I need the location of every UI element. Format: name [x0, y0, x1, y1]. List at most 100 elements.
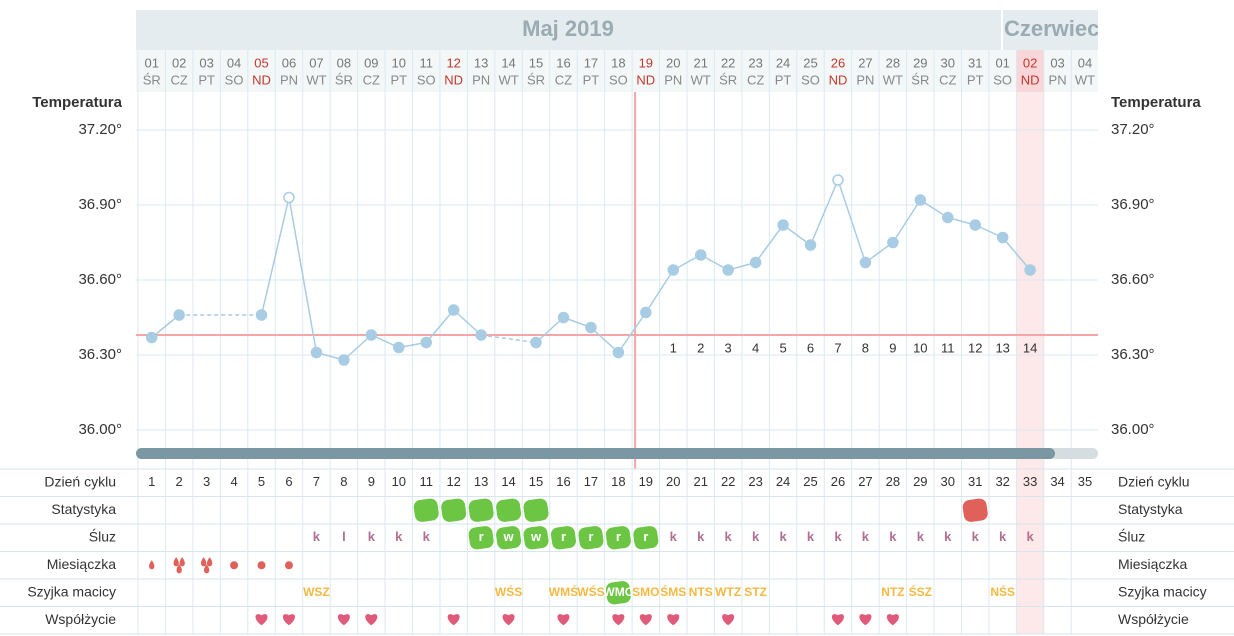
- weekday-label: PT: [775, 72, 792, 87]
- badge: [633, 526, 659, 550]
- scroll-area: Maj 2019 Czerwiec 01 ŚR 02 CZ 03 PT 04 SO 05 ND 06 PN…: [136, 16, 1099, 634]
- weekday-label: ND: [1021, 72, 1040, 87]
- date-band: [136, 50, 1098, 92]
- mucus-label: r: [616, 529, 621, 544]
- date-label: 12: [446, 55, 460, 70]
- phase-label: 3: [725, 340, 732, 355]
- temperature-segment: [343, 334, 372, 361]
- temperature-point: [393, 341, 405, 354]
- weekday-label: PT: [390, 72, 407, 87]
- drop: [176, 564, 182, 574]
- mucus-label: k: [999, 529, 1007, 544]
- row-label: Śluz: [89, 527, 116, 544]
- cycle-day: 15: [529, 474, 543, 489]
- date-label: 04: [227, 55, 241, 70]
- weekday-label: WT: [306, 72, 326, 87]
- cycle-day: 13: [474, 474, 488, 489]
- date-label: 30: [941, 55, 955, 70]
- temperature-point: [585, 321, 597, 334]
- axis-label-right: Temperatura: [1111, 94, 1201, 111]
- temperature-segment: [260, 197, 290, 316]
- y-tick-label-right: 36.60°: [1111, 271, 1155, 288]
- mucus-label: k: [917, 529, 925, 544]
- row-label-right: Miesiączka: [1118, 556, 1187, 572]
- menstruation-dot: [230, 561, 239, 570]
- cycle-day: 1: [148, 474, 155, 489]
- weekday-label: SO: [417, 72, 436, 87]
- badge: [550, 526, 576, 550]
- badge: [413, 498, 439, 522]
- date-label: 02: [172, 55, 186, 70]
- weekday-label: ŚR: [527, 72, 545, 87]
- date-label: 20: [666, 55, 680, 70]
- date-label: 13: [474, 55, 488, 70]
- y-tick-label-right: 36.90°: [1111, 196, 1155, 213]
- temperature-segment: [645, 269, 674, 313]
- phase-label: 14: [1023, 340, 1037, 355]
- cycle-day: 23: [748, 474, 762, 489]
- temperature-point: [310, 346, 323, 359]
- cervix-label: WŚS: [577, 584, 604, 599]
- highlight-column: [1016, 92, 1044, 634]
- cervix-label: WMC: [603, 585, 633, 599]
- weekday-label: PN: [1049, 72, 1067, 87]
- month-label: Czerwiec: [1004, 16, 1099, 41]
- temperature-point: [996, 231, 1009, 244]
- cycle-day: 9: [368, 474, 375, 489]
- date-label: 06: [282, 55, 296, 70]
- cycle-day: 31: [968, 474, 982, 489]
- cycle-day: 17: [584, 474, 598, 489]
- temperature-point: [365, 329, 378, 341]
- cervix-label: WMŚ: [549, 584, 578, 599]
- drop: [173, 557, 179, 567]
- mucus-label: k: [1027, 529, 1035, 544]
- date-label: 01: [995, 55, 1009, 70]
- row-label: Współżycie: [45, 611, 116, 627]
- scroll-thumb[interactable]: [136, 448, 1055, 459]
- cycle-day: 24: [776, 474, 790, 489]
- date-label: 27: [858, 55, 872, 70]
- temperature-point: [777, 219, 789, 231]
- date-label: 04: [1078, 55, 1092, 70]
- temperature-point: [942, 211, 954, 224]
- row-label: Miesiączka: [47, 556, 116, 572]
- month-band: [136, 10, 1098, 50]
- mucus-label: w: [530, 529, 542, 544]
- date-label: 23: [748, 55, 762, 70]
- intercourse-heart: [639, 614, 652, 626]
- intercourse-heart: [447, 614, 460, 626]
- temperature-point: [557, 311, 570, 324]
- date-label: 31: [968, 55, 982, 70]
- row-label: Dzień cyklu: [44, 473, 116, 489]
- weekday-label: ND: [636, 72, 655, 87]
- row-label-right: Dzień cyklu: [1118, 473, 1190, 489]
- temperature-point: [667, 264, 680, 276]
- cycle-day: 34: [1050, 474, 1064, 489]
- temperature-point: [1024, 264, 1036, 276]
- temperature-segment: [590, 326, 619, 354]
- row-label-right: Śluz: [1118, 527, 1145, 544]
- date-label: 22: [721, 55, 735, 70]
- temperature-segment: [1002, 237, 1031, 271]
- weekday-label: ND: [829, 72, 848, 87]
- mucus-label: k: [368, 529, 376, 544]
- phase-label: 6: [807, 340, 814, 355]
- temperature-point-excluded: [283, 191, 295, 204]
- temperature-point: [969, 219, 981, 231]
- temperature-segment: [809, 179, 839, 246]
- weekday-label: SO: [993, 72, 1012, 87]
- cervix-label: WTZ: [715, 585, 741, 599]
- date-label: 02: [1023, 55, 1037, 70]
- date-label: 14: [501, 55, 515, 70]
- phase-label: 2: [697, 340, 704, 355]
- temperature-point: [887, 236, 899, 249]
- intercourse-heart: [722, 614, 735, 626]
- mucus-label: k: [697, 529, 705, 544]
- badge: [496, 526, 522, 550]
- cycle-day: 22: [721, 474, 735, 489]
- cycle-day: 35: [1078, 474, 1092, 489]
- weekday-label: WT: [883, 72, 903, 87]
- intercourse-heart: [886, 614, 899, 626]
- phase-label: 4: [752, 340, 759, 355]
- mucus-label: k: [944, 529, 952, 544]
